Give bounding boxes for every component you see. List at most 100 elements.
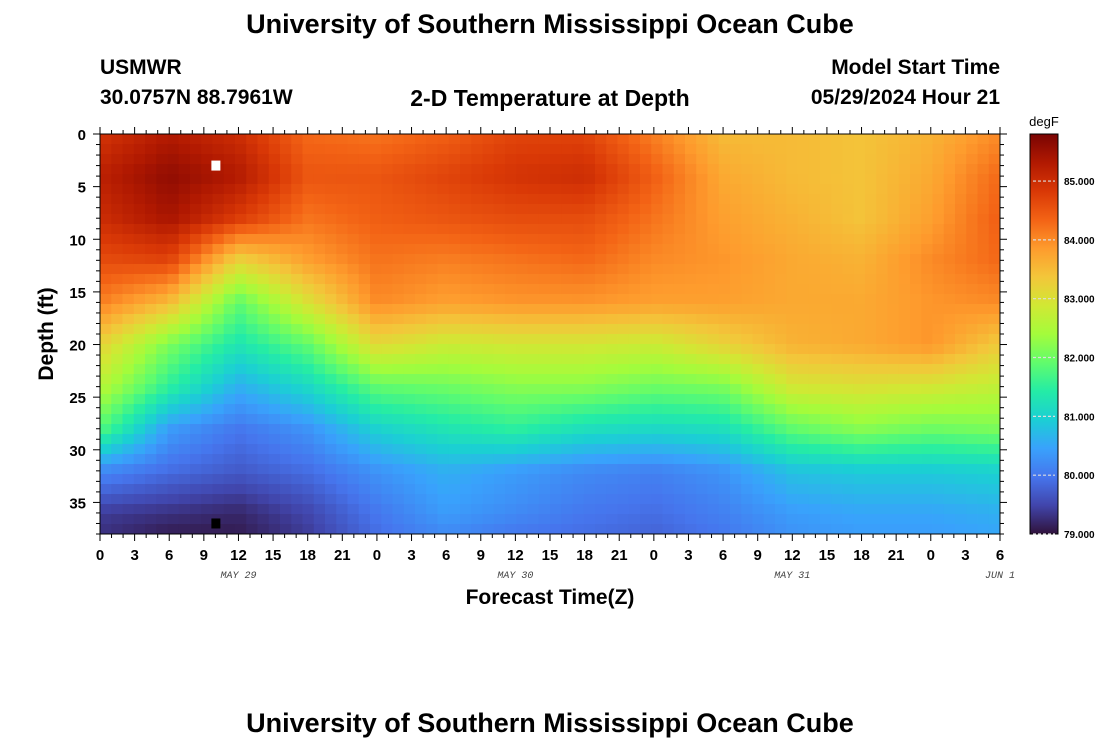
heatmap-cell	[145, 244, 157, 255]
heatmap-cell	[775, 284, 787, 295]
heatmap-cell	[347, 274, 360, 285]
heatmap-cell	[865, 464, 877, 475]
heatmap-cell	[797, 374, 810, 385]
heatmap-cell	[651, 384, 664, 395]
heatmap-cell	[145, 144, 157, 155]
heatmap-cell	[550, 494, 562, 505]
heatmap-cell	[977, 434, 990, 445]
heatmap-cell	[460, 374, 472, 385]
heatmap-cell	[178, 194, 191, 205]
heatmap-cell	[898, 424, 911, 435]
heatmap-cell	[482, 504, 495, 515]
heatmap-cell	[212, 434, 225, 445]
heatmap-cell	[887, 234, 900, 245]
heatmap-cell	[988, 494, 1000, 505]
heatmap-cell	[336, 304, 349, 315]
heatmap-cell	[268, 444, 281, 455]
heatmap-cell	[730, 444, 742, 455]
heatmap-cell	[302, 424, 315, 435]
heatmap-cell	[718, 344, 731, 355]
heatmap-cell	[876, 494, 889, 505]
heatmap-cell	[696, 284, 709, 295]
heatmap-cell	[572, 484, 585, 495]
heatmap-cell	[628, 244, 641, 255]
heatmap-cell	[291, 444, 304, 455]
heatmap-cell	[370, 184, 382, 195]
heatmap-cell	[685, 504, 697, 515]
heatmap-cell	[561, 274, 574, 285]
heatmap-cell	[842, 374, 855, 385]
heatmap-cell	[538, 154, 551, 165]
heatmap-cell	[482, 404, 495, 415]
heatmap-cell	[572, 244, 585, 255]
heatmap-cell	[606, 184, 619, 195]
heatmap-cell	[853, 474, 866, 485]
heatmap-cell	[707, 494, 720, 505]
heatmap-cell	[853, 364, 866, 375]
heatmap-cell	[167, 424, 180, 435]
heatmap-cell	[223, 194, 236, 205]
heatmap-cell	[347, 354, 360, 365]
heatmap-cell	[696, 514, 709, 525]
heatmap-cell	[887, 324, 900, 335]
heatmap-cell	[448, 344, 461, 355]
heatmap-cell	[201, 234, 214, 245]
heatmap-cell	[313, 254, 326, 265]
heatmap-cell	[178, 494, 191, 505]
heatmap-cell	[865, 134, 877, 145]
heatmap-cell	[977, 364, 990, 375]
heatmap-cell	[415, 504, 427, 515]
heatmap-cell	[347, 284, 360, 295]
heatmap-cell	[820, 414, 832, 425]
heatmap-cell	[426, 354, 439, 365]
heatmap-cell	[381, 304, 394, 315]
heatmap-cell	[977, 154, 990, 165]
heatmap-cell	[235, 204, 247, 215]
heatmap-cell	[156, 234, 169, 245]
heatmap-cell	[595, 314, 607, 325]
heatmap-cell	[460, 294, 472, 305]
heatmap-cell	[190, 214, 202, 225]
heatmap-cell	[707, 244, 720, 255]
heatmap-cell	[347, 174, 360, 185]
heatmap-cell	[527, 344, 540, 355]
heatmap-cell	[223, 424, 236, 435]
heatmap-cell	[302, 444, 315, 455]
heatmap-cell	[437, 374, 450, 385]
heatmap-cell	[988, 384, 1000, 395]
heatmap-cell	[482, 444, 495, 455]
heatmap-cell	[583, 424, 596, 435]
heatmap-cell	[415, 174, 427, 185]
heatmap-cell	[370, 504, 382, 515]
heatmap-cell	[775, 494, 787, 505]
heatmap-cell	[437, 494, 450, 505]
heatmap-cell	[100, 284, 112, 295]
heatmap-cell	[865, 524, 877, 534]
heatmap-cell	[257, 444, 270, 455]
heatmap-cell	[910, 224, 922, 235]
heatmap-cell	[775, 474, 787, 485]
heatmap-cell	[246, 154, 259, 165]
heatmap-cell	[898, 134, 911, 145]
heatmap-cell	[505, 144, 517, 155]
heatmap-cell	[212, 154, 225, 165]
heatmap-cell	[156, 304, 169, 315]
heatmap-cell	[223, 164, 236, 175]
heatmap-cell	[876, 364, 889, 375]
heatmap-cell	[910, 454, 922, 465]
heatmap-cell	[100, 194, 112, 205]
heatmap-cell	[617, 214, 630, 225]
heatmap-cell	[280, 304, 292, 315]
heatmap-cell	[111, 374, 124, 385]
heatmap-cell	[943, 214, 956, 225]
heatmap-cell	[775, 264, 787, 275]
heatmap-cell	[100, 314, 112, 325]
heatmap-cell	[752, 274, 765, 285]
heatmap-cell	[808, 494, 821, 505]
heatmap-cell	[493, 284, 506, 295]
heatmap-cell	[673, 434, 686, 445]
heatmap-cell	[190, 194, 202, 205]
heatmap-cell	[133, 484, 146, 495]
heatmap-cell	[977, 504, 990, 515]
heatmap-cell	[752, 474, 765, 485]
